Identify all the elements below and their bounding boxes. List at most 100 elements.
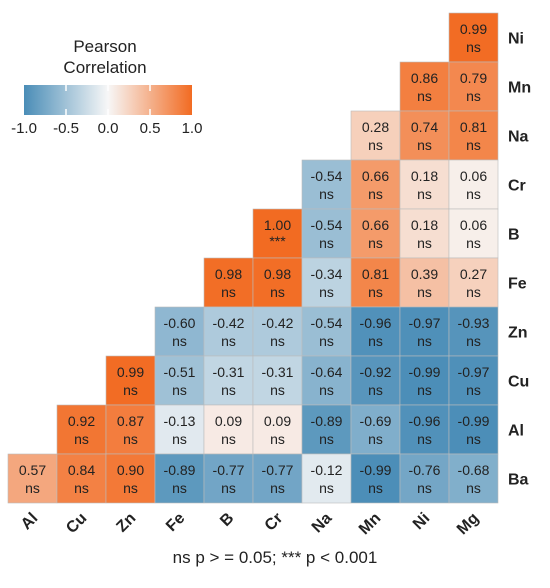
cell-significance-label: ns bbox=[270, 382, 285, 398]
cell-significance-label: ns bbox=[368, 284, 383, 300]
heatmap-cell bbox=[301, 355, 352, 406]
cell-value-label: -0.89 bbox=[164, 462, 196, 478]
cell-significance-label: ns bbox=[417, 137, 432, 153]
cell-significance-label: ns bbox=[221, 480, 236, 496]
cell-significance-label: ns bbox=[172, 480, 187, 496]
heatmap-cell bbox=[399, 257, 450, 308]
cell-value-label: 1.00 bbox=[264, 217, 291, 233]
x-tick-label: Mn bbox=[356, 510, 384, 538]
cell-value-label: 0.06 bbox=[460, 168, 487, 184]
heatmap-cell bbox=[399, 355, 450, 406]
heatmap-cell bbox=[399, 404, 450, 455]
cell-value-label: -0.97 bbox=[409, 315, 441, 331]
cell-significance-label: ns bbox=[172, 382, 187, 398]
heatmap-cell bbox=[252, 306, 303, 357]
cell-value-label: -0.69 bbox=[360, 413, 392, 429]
cell-value-label: -0.54 bbox=[311, 315, 343, 331]
heatmap-cell bbox=[252, 257, 303, 308]
legend-tick: 0.5 bbox=[139, 120, 161, 137]
cell-value-label: -0.96 bbox=[409, 413, 441, 429]
cell-value-label: -0.99 bbox=[409, 364, 441, 380]
heatmap-cell bbox=[350, 355, 401, 406]
y-tick-label: Fe bbox=[508, 276, 527, 293]
cell-significance-label: ns bbox=[466, 284, 481, 300]
heatmap-cell bbox=[448, 257, 499, 308]
cell-significance-label: ns bbox=[319, 235, 334, 251]
y-tick-label: Cr bbox=[508, 178, 526, 195]
cell-value-label: -0.76 bbox=[409, 462, 441, 478]
x-tick-label: B bbox=[217, 510, 237, 530]
cell-significance-label: ns bbox=[319, 284, 334, 300]
heatmap-cell bbox=[399, 159, 450, 210]
cell-value-label: 0.06 bbox=[460, 217, 487, 233]
cell-significance-label: ns bbox=[466, 186, 481, 202]
cell-value-label: -0.34 bbox=[311, 266, 343, 282]
cell-value-label: 0.99 bbox=[460, 21, 487, 37]
heatmap-cell bbox=[399, 306, 450, 357]
x-tick-label: Ni bbox=[410, 510, 433, 533]
cell-significance-label: ns bbox=[368, 186, 383, 202]
heatmap-cell bbox=[203, 404, 254, 455]
cell-value-label: 0.86 bbox=[411, 70, 438, 86]
cell-significance-label: ns bbox=[466, 88, 481, 104]
cell-significance-label: ns bbox=[319, 333, 334, 349]
cell-significance-label: ns bbox=[25, 480, 40, 496]
cell-value-label: -0.54 bbox=[311, 217, 343, 233]
heatmap-cell bbox=[301, 208, 352, 259]
x-tick-label: Zn bbox=[113, 510, 139, 536]
y-tick-label: Mn bbox=[508, 80, 531, 97]
legend-tick: 1.0 bbox=[181, 120, 203, 137]
x-tick-label: Fe bbox=[163, 510, 188, 535]
legend-ticks: -1.0 -0.5 0.0 0.5 1.0 bbox=[0, 120, 230, 144]
cell-significance-label: ns bbox=[368, 431, 383, 447]
heatmap-cell bbox=[448, 306, 499, 357]
heatmap-cell bbox=[252, 355, 303, 406]
cell-value-label: -0.99 bbox=[458, 413, 490, 429]
heatmap-cell bbox=[105, 355, 156, 406]
cell-significance-label: ns bbox=[172, 431, 187, 447]
cell-value-label: -0.99 bbox=[360, 462, 392, 478]
cell-significance-label: ns bbox=[417, 88, 432, 104]
x-tick-label: Cu bbox=[63, 510, 90, 537]
heatmap-cell bbox=[56, 453, 107, 504]
cell-significance-label: ns bbox=[123, 431, 138, 447]
heatmap-cell bbox=[105, 453, 156, 504]
cell-significance-label: ns bbox=[368, 333, 383, 349]
x-tick-label: Cr bbox=[262, 510, 287, 535]
legend-title-line2: Correlation bbox=[63, 58, 147, 77]
cell-significance-label: ns bbox=[270, 431, 285, 447]
heatmap-cell bbox=[350, 110, 401, 161]
legend-title-line1: Pearson bbox=[73, 37, 137, 56]
cell-value-label: 0.74 bbox=[411, 119, 438, 135]
cell-value-label: 0.99 bbox=[117, 364, 144, 380]
cell-value-label: -0.64 bbox=[311, 364, 343, 380]
significance-footnote: ns p > = 0.05; *** p < 0.001 bbox=[172, 548, 378, 567]
heatmap-cell bbox=[350, 159, 401, 210]
y-tick-label: B bbox=[508, 227, 520, 244]
y-tick-label: Ba bbox=[508, 472, 529, 489]
heatmap-cell bbox=[448, 159, 499, 210]
cell-significance-label: ns bbox=[74, 431, 89, 447]
cell-value-label: -0.68 bbox=[458, 462, 490, 478]
heatmap-cell bbox=[448, 110, 499, 161]
cell-value-label: 0.98 bbox=[215, 266, 242, 282]
cell-significance-label: ns bbox=[74, 480, 89, 496]
cell-significance-label: ns bbox=[466, 431, 481, 447]
cell-value-label: 0.81 bbox=[460, 119, 487, 135]
cell-significance-label: ns bbox=[319, 382, 334, 398]
cell-significance-label: ns bbox=[417, 431, 432, 447]
heatmap-cell bbox=[301, 404, 352, 455]
cell-value-label: 0.28 bbox=[362, 119, 389, 135]
x-tick-label: Al bbox=[18, 510, 41, 533]
cell-significance-label: ns bbox=[368, 137, 383, 153]
cell-value-label: 0.09 bbox=[215, 413, 242, 429]
cell-significance-label: ns bbox=[270, 284, 285, 300]
cell-value-label: -0.12 bbox=[311, 462, 343, 478]
cell-value-label: -0.42 bbox=[262, 315, 294, 331]
legend-tick: -0.5 bbox=[53, 120, 79, 137]
heatmap-cell bbox=[350, 208, 401, 259]
cell-significance-label: ns bbox=[221, 382, 236, 398]
cell-significance-label: ns bbox=[466, 333, 481, 349]
cell-value-label: -0.97 bbox=[458, 364, 490, 380]
